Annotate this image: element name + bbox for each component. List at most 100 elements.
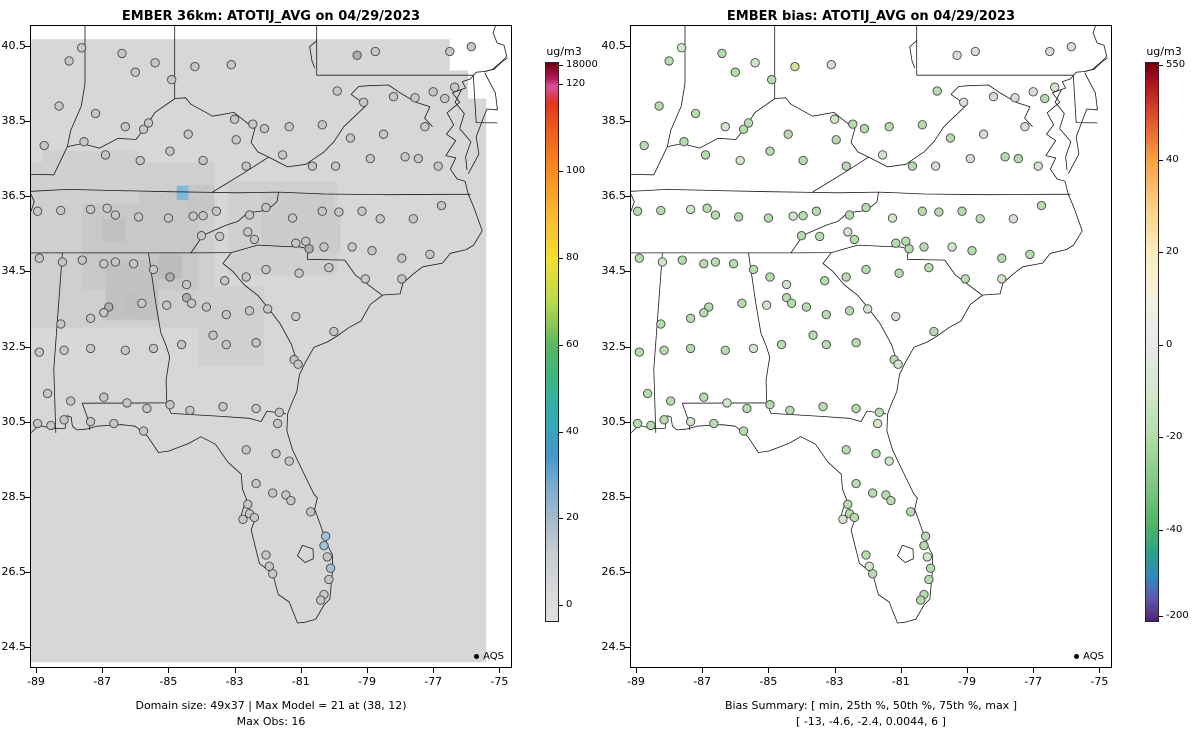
map-boundary-line [790,244,983,296]
x-tick-label: -89 [26,675,45,688]
aqs-site-marker [975,214,985,224]
aqs-site-marker [231,135,241,145]
colorbar-tick [1159,160,1163,161]
colorbar-tick-label: 80 [566,252,579,263]
aqs-site-marker [249,234,260,245]
colorbar-tick-label: 18000 [566,59,598,71]
aqs-site-marker [322,552,332,562]
aqs-site-marker [798,155,808,166]
aqs-site-marker [294,268,304,278]
map-boundary-line [631,188,1071,196]
aqs-site-marker [99,308,109,318]
aqs-site-marker [410,93,420,103]
colorbar-tick-label: 0 [1166,338,1173,350]
aqs-site-marker [765,146,775,156]
aqs-site-marker [244,306,255,316]
aqs-site-marker [208,330,218,340]
aqs-site-marker [861,202,871,213]
y-tick-label: 26.5 [1,564,27,578]
aqs-site-marker [750,58,760,68]
y-tick-label: 30.5 [1,414,27,428]
aqs-site-marker [370,46,380,57]
map-boundary-line [148,252,172,414]
aqs-site-marker [301,236,311,246]
y-tick-label: 40.5 [1,38,27,52]
aqs-site-marker [634,253,644,263]
aqs-site-marker [261,202,271,213]
aqs-site-marker [165,272,175,282]
model-raster-cell [188,184,215,212]
aqs-site-marker [286,495,296,506]
model-colorbar: ug/m3 18000 120 100 80 60 40 20 0 [543,45,599,645]
colorbar-tick [559,65,563,67]
aqs-site-marker [841,161,851,171]
aqs-site-marker [920,531,931,541]
aqs-site-marker [844,306,855,316]
y-tick-label: 28.5 [1,489,27,503]
aqs-site-marker [167,75,177,85]
map-boundary-line [1054,88,1072,170]
map-boundary-line [950,84,1033,127]
x-axis-tick [635,668,637,673]
model-raster-cell [122,293,139,317]
y-tick-label: 32.5 [601,339,627,353]
aqs-site-marker [1066,42,1076,52]
x-axis-tick [499,668,501,673]
aqs-site-marker [710,210,721,220]
aqs-site-marker [436,200,447,211]
aqs-site-marker [284,456,294,466]
x-tick-label: -81 [891,675,910,688]
aqs-site-marker [997,253,1007,263]
x-axis-tick [234,668,236,673]
aqs-site-marker [268,488,278,498]
aqs-site-marker [241,272,251,282]
aqs-site-marker [748,343,759,354]
aqs-site-marker [54,101,64,111]
colorbar-tick-label: -40 [1166,523,1183,535]
aqs-site-marker [261,550,271,560]
aqs-site-marker [1000,152,1010,162]
aqs-site-marker [699,392,709,402]
x-axis-tick [102,668,104,673]
aqs-site-marker [261,264,271,275]
aqs-site-marker [891,311,901,322]
aqs-site-marker [425,249,435,260]
aqs-site-marker [861,264,871,275]
y-tick-label: 26.5 [601,564,627,578]
colorbar-tick [559,258,563,259]
colorbar-tick [1159,616,1163,618]
aqs-site-marker [162,300,172,310]
aqs-site-marker [929,326,939,337]
x-tick-label: -75 [1090,675,1109,688]
panel-bias-map: EMBER bias: ATOTIJ_AVG on 04/29/2023 AQS… [600,0,1200,750]
aqs-site-marker [978,129,989,139]
aqs-site-marker [843,227,853,237]
aqs-site-marker [798,211,808,221]
y-tick-label: 24.5 [601,640,627,654]
aqs-site-marker [788,211,798,221]
aqs-site-marker [332,86,342,96]
aqs-site-marker [851,478,861,489]
aqs-site-marker [56,205,66,216]
aqs-site-marker [654,101,664,111]
aqs-site-marker [685,343,696,354]
x-tick-label: -83 [225,675,244,688]
aqs-site-marker [767,75,777,85]
map-boundary-line [748,252,772,414]
aqs-dot-icon [1074,654,1080,659]
aqs-site-marker [849,234,860,245]
aqs-site-marker [646,420,656,431]
aqs-site-marker [730,67,740,77]
x-axis-tick [702,668,704,673]
aqs-site-marker [748,264,759,275]
aqs-site-marker [863,304,873,314]
aqs-site-marker [735,155,745,166]
aqs-site-marker [1020,122,1030,132]
aqs-site-marker [632,206,643,216]
aqs-site-marker [345,133,356,143]
aqs-site-marker [700,150,711,160]
aqs-site-marker [666,396,676,406]
aqs-site-marker [32,206,43,216]
aqs-site-marker [218,401,228,412]
